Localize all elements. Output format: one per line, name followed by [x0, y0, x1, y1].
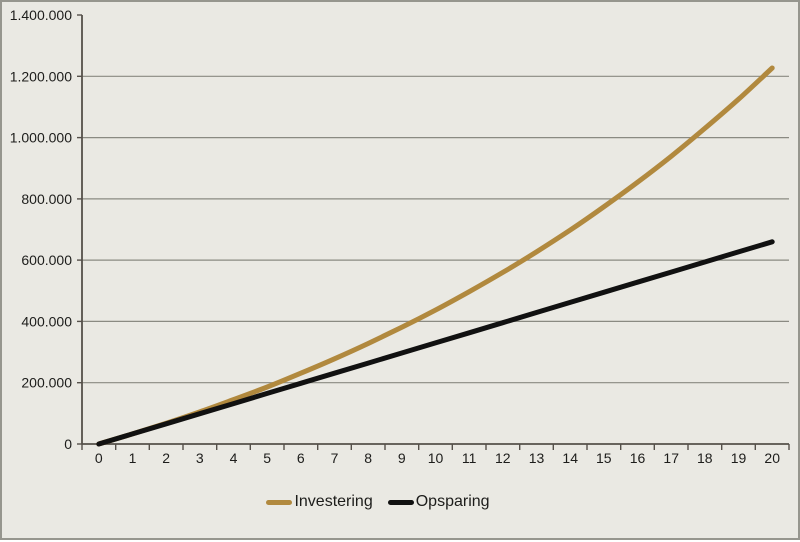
legend-item-opsparing: Opsparing	[387, 493, 490, 511]
x-tick-label: 3	[196, 450, 204, 466]
x-tick-label: 0	[95, 450, 103, 466]
x-tick-label: 6	[297, 450, 305, 466]
y-tick-label: 200.000	[21, 375, 72, 391]
x-tick-label: 12	[495, 450, 511, 466]
x-tick-label: 15	[596, 450, 612, 466]
x-tick-label: 8	[364, 450, 372, 466]
series-line-opsparing	[96, 239, 775, 447]
legend-label-investering: Investering	[294, 493, 373, 510]
x-tick-label: 4	[230, 450, 238, 466]
x-tick-label: 19	[731, 450, 747, 466]
x-tick-label: 10	[428, 450, 444, 466]
x-tick-label: 17	[663, 450, 679, 466]
x-tick-label: 5	[263, 450, 271, 466]
y-tick-label: 0	[64, 436, 72, 452]
chart-legend: Investering Opsparing	[0, 493, 776, 511]
x-tick-label: 20	[764, 450, 780, 466]
legend-swatch-opsparing-icon	[387, 499, 414, 505]
y-tick-label: 1.200.000	[10, 68, 72, 84]
y-tick-label: 600.000	[21, 252, 72, 268]
x-tick-label: 7	[331, 450, 339, 466]
x-tick-label: 14	[562, 450, 578, 466]
x-tick-label: 2	[162, 450, 170, 466]
x-tick-label: 11	[462, 450, 477, 466]
y-tick-label: 400.000	[21, 313, 72, 329]
legend-swatch-investering-icon	[266, 499, 293, 505]
y-tick-label: 1.400.000	[10, 7, 72, 23]
x-tick-label: 18	[697, 450, 713, 466]
x-tick-label: 16	[630, 450, 646, 466]
series-line-investering	[96, 65, 775, 447]
y-tick-label: 800.000	[21, 191, 72, 207]
x-tick-label: 9	[398, 450, 406, 466]
legend-label-opsparing: Opsparing	[415, 493, 490, 510]
x-tick-label: 13	[529, 450, 545, 466]
y-tick-label: 1.000.000	[10, 130, 72, 146]
x-tick-label: 1	[129, 450, 137, 466]
legend-item-investering: Investering	[266, 493, 373, 511]
